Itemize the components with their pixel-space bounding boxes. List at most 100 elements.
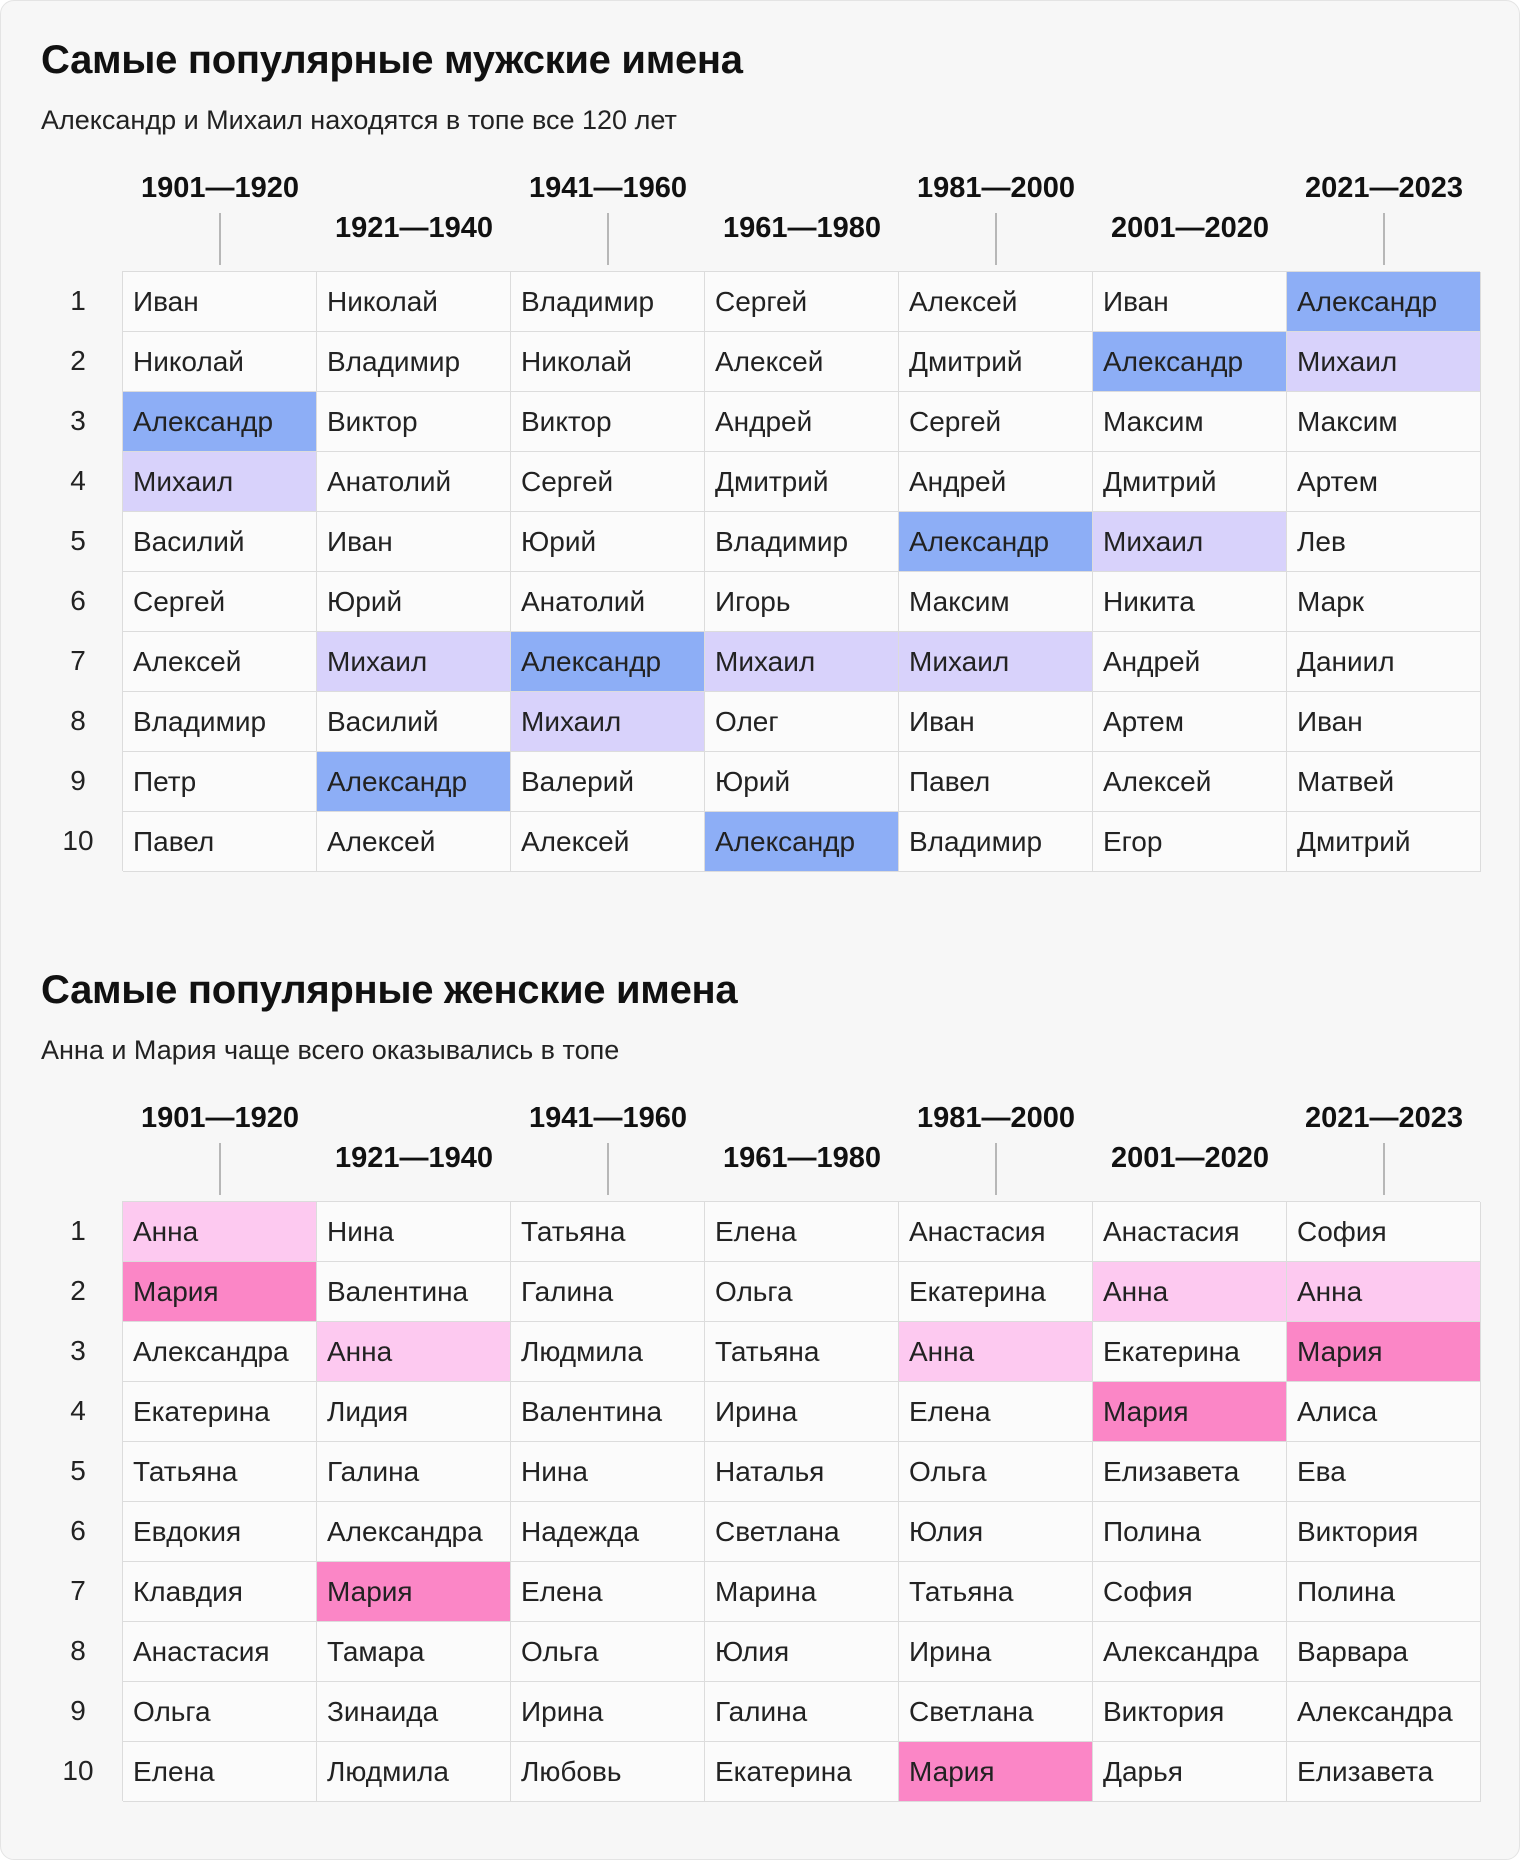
- name-cell: Михаил: [317, 632, 511, 692]
- name-cell: Алексей: [1093, 752, 1287, 812]
- name-cell: Ирина: [511, 1682, 705, 1742]
- name-cell: Владимир: [123, 692, 317, 752]
- name-cell: Михаил: [123, 452, 317, 512]
- name-cell: Александра: [1093, 1622, 1287, 1682]
- rank-number: 6: [70, 1515, 86, 1546]
- period-tick: [995, 213, 997, 265]
- period-label: 1921—1940: [334, 1142, 494, 1174]
- name-cell: Марина: [705, 1562, 899, 1622]
- name-cell: Владимир: [899, 812, 1093, 872]
- name-cell: Дарья: [1093, 1742, 1287, 1802]
- names-table: Иван Николай Александр Михаил Василий Сергей А…: [122, 271, 1481, 872]
- name-cell: Василий: [317, 692, 511, 752]
- name-cell: Анатолий: [511, 572, 705, 632]
- name-cell: Анна: [1093, 1262, 1287, 1322]
- name-cell: Алексей: [705, 332, 899, 392]
- name-cell: Екатерина: [123, 1382, 317, 1442]
- name-cell: Александра: [1287, 1682, 1481, 1742]
- period-label: 2001—2020: [1110, 212, 1270, 244]
- name-cell: Николай: [317, 272, 511, 332]
- name-cell: Галина: [705, 1682, 899, 1742]
- name-cell: Андрей: [1093, 632, 1287, 692]
- name-cell: Сергей: [511, 452, 705, 512]
- name-cell: Михаил: [511, 692, 705, 752]
- name-cell: Александр: [705, 812, 899, 872]
- name-cell: Анатолий: [317, 452, 511, 512]
- name-cell: Лидия: [317, 1382, 511, 1442]
- name-cell: Владимир: [511, 272, 705, 332]
- name-cell: Артем: [1093, 692, 1287, 752]
- name-cell: Юрий: [705, 752, 899, 812]
- rank-number: 1: [70, 285, 86, 316]
- name-cell: Александр: [1287, 272, 1481, 332]
- name-cell: Олег: [705, 692, 899, 752]
- name-cell: Полина: [1093, 1502, 1287, 1562]
- name-cell: Михаил: [899, 632, 1093, 692]
- name-cell: Татьяна: [123, 1442, 317, 1502]
- name-cell: Клавдия: [123, 1562, 317, 1622]
- name-cell: Александр: [511, 632, 705, 692]
- rank-number: 9: [70, 765, 86, 796]
- name-cell: Максим: [899, 572, 1093, 632]
- name-cell: София: [1287, 1202, 1481, 1262]
- name-cell: Анастасия: [899, 1202, 1093, 1262]
- name-cell: Иван: [317, 512, 511, 572]
- name-cell: Александра: [317, 1502, 511, 1562]
- name-cell: Владимир: [317, 332, 511, 392]
- rank-number: 4: [70, 465, 86, 496]
- name-cell: Татьяна: [705, 1322, 899, 1382]
- name-cell: Юлия: [899, 1502, 1093, 1562]
- period-tick: [607, 213, 609, 265]
- name-cell: Виктор: [317, 392, 511, 452]
- name-cell: Александр: [899, 512, 1093, 572]
- name-cell: Владимир: [705, 512, 899, 572]
- name-cell: Павел: [899, 752, 1093, 812]
- rank-number: 7: [70, 645, 86, 676]
- rank-number: 7: [70, 1575, 86, 1606]
- section-title: Самые популярные женские имена: [41, 968, 738, 1012]
- name-cell: Ольга: [123, 1682, 317, 1742]
- name-cell: Лев: [1287, 512, 1481, 572]
- name-cell: Алексей: [317, 812, 511, 872]
- name-cell: Иван: [899, 692, 1093, 752]
- name-cell: Валерий: [511, 752, 705, 812]
- name-cell: Андрей: [899, 452, 1093, 512]
- name-cell: Анна: [123, 1202, 317, 1262]
- name-cell: Валентина: [317, 1262, 511, 1322]
- name-cell: Сергей: [123, 572, 317, 632]
- name-cell: Галина: [317, 1442, 511, 1502]
- period-tick: [995, 1143, 997, 1195]
- name-cell: Иван: [123, 272, 317, 332]
- name-cell: Игорь: [705, 572, 899, 632]
- name-cell: Петр: [123, 752, 317, 812]
- name-cell: Александр: [123, 392, 317, 452]
- name-cell: Светлана: [899, 1682, 1093, 1742]
- name-cell: Анна: [317, 1322, 511, 1382]
- name-cell: Дмитрий: [1287, 812, 1481, 872]
- name-cell: Татьяна: [899, 1562, 1093, 1622]
- rank-number: 10: [62, 825, 94, 856]
- name-cell: Анна: [1287, 1262, 1481, 1322]
- name-cell: Алексей: [123, 632, 317, 692]
- name-cell: Иван: [1287, 692, 1481, 752]
- rank-number: 8: [70, 705, 86, 736]
- name-cell: Елена: [511, 1562, 705, 1622]
- rank-number: 4: [70, 1395, 86, 1426]
- period-label: 1981—2000: [916, 172, 1076, 204]
- name-cell: Юлия: [705, 1622, 899, 1682]
- name-cell: Екатерина: [1093, 1322, 1287, 1382]
- name-cell: Елена: [899, 1382, 1093, 1442]
- name-cell: Юрий: [511, 512, 705, 572]
- name-cell: Ольга: [899, 1442, 1093, 1502]
- name-cell: Сергей: [899, 392, 1093, 452]
- name-cell: Александр: [317, 752, 511, 812]
- name-cell: Елена: [705, 1202, 899, 1262]
- name-cell: Мария: [1093, 1382, 1287, 1442]
- name-cell: Елена: [123, 1742, 317, 1802]
- name-cell: Алексей: [511, 812, 705, 872]
- rank-number: 5: [70, 525, 86, 556]
- period-label: 1901—1920: [140, 1102, 300, 1134]
- period-tick: [607, 1143, 609, 1195]
- rank-number: 3: [70, 405, 86, 436]
- name-cell: Николай: [511, 332, 705, 392]
